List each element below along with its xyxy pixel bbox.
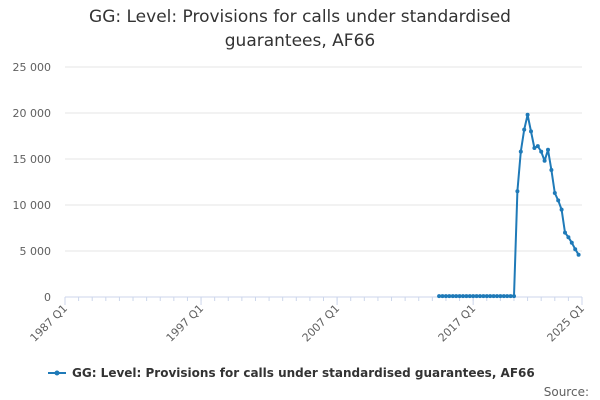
y-tick-label: 10 000 — [13, 199, 52, 212]
data-point — [559, 207, 564, 212]
data-point — [535, 144, 540, 149]
data-point — [552, 191, 557, 195]
gridlines — [65, 66, 582, 252]
x-tick-label: 2025 Q1 — [545, 302, 588, 345]
data-point — [447, 294, 452, 299]
x-axis: 1987 Q1 1997 Q1 2007 Q1 2017 Q1 2025 Q1 — [28, 296, 588, 345]
data-point — [437, 294, 442, 299]
data-point — [512, 294, 516, 299]
data-point — [471, 294, 476, 299]
data-point — [515, 189, 520, 194]
data-point — [525, 112, 530, 117]
data-point — [563, 230, 567, 235]
data-point — [481, 294, 486, 299]
data-point — [529, 129, 533, 134]
chart-title: GG: Level: Provisions for calls under st… — [89, 7, 511, 51]
data-point — [518, 149, 523, 154]
y-tick-label: 20 000 — [13, 107, 52, 120]
data-point — [457, 294, 462, 299]
data-point — [501, 294, 506, 299]
data-point — [467, 294, 472, 299]
source-label: Source: — [544, 385, 589, 399]
data-point — [450, 294, 455, 299]
data-point — [491, 294, 496, 299]
data-point — [532, 146, 537, 150]
data-point — [443, 294, 448, 299]
data-point — [484, 294, 489, 299]
data-point — [576, 252, 581, 257]
y-axis: 0 5 000 10 000 15 000 20 000 25 000 — [13, 61, 52, 304]
data-point — [508, 294, 513, 299]
chart-title-line-2: guarantees, AF66 — [225, 31, 375, 51]
legend-label: GG: Level: Provisions for calls under st… — [72, 366, 535, 380]
data-point — [542, 158, 547, 163]
x-tick-label: 1987 Q1 — [28, 302, 71, 345]
plot-area — [437, 112, 581, 299]
chart-title-line-1: GG: Level: Provisions for calls under st… — [89, 7, 511, 27]
data-point — [549, 168, 554, 172]
x-tick-label: 2007 Q1 — [300, 302, 343, 345]
data-point — [474, 294, 479, 299]
data-point — [488, 294, 493, 299]
data-point — [566, 235, 571, 240]
legend[interactable]: GG: Level: Provisions for calls under st… — [48, 366, 535, 380]
y-tick-label: 25 000 — [13, 61, 52, 74]
data-point — [461, 294, 465, 299]
data-point — [505, 294, 510, 299]
data-point — [546, 147, 550, 152]
data-point — [454, 294, 459, 299]
y-tick-label: 15 000 — [13, 153, 52, 166]
data-point — [464, 294, 469, 299]
x-tick-label: 1997 Q1 — [164, 302, 207, 345]
legend-swatch-marker — [54, 370, 60, 376]
y-tick-label: 0 — [44, 291, 51, 304]
data-point — [573, 247, 578, 252]
data-point — [478, 294, 482, 299]
data-point — [556, 198, 561, 203]
data-point — [440, 294, 445, 299]
y-tick-label: 5 000 — [20, 245, 52, 258]
data-point — [569, 240, 574, 245]
data-point — [495, 294, 499, 299]
data-point — [498, 294, 503, 299]
data-point — [522, 127, 527, 132]
x-tick-label: 2017 Q1 — [436, 302, 479, 345]
data-point — [539, 149, 544, 154]
